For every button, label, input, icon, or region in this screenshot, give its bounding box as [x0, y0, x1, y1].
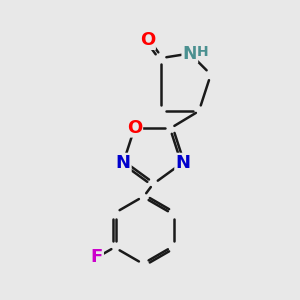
Text: N: N — [116, 154, 131, 172]
Text: O: O — [127, 119, 142, 137]
Text: N: N — [182, 44, 197, 62]
Text: F: F — [91, 248, 103, 266]
Text: O: O — [140, 31, 155, 49]
Text: N: N — [175, 154, 190, 172]
Text: H: H — [196, 45, 208, 59]
